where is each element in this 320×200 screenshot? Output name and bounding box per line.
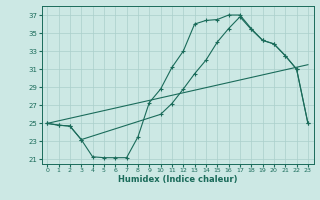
X-axis label: Humidex (Indice chaleur): Humidex (Indice chaleur) [118, 175, 237, 184]
